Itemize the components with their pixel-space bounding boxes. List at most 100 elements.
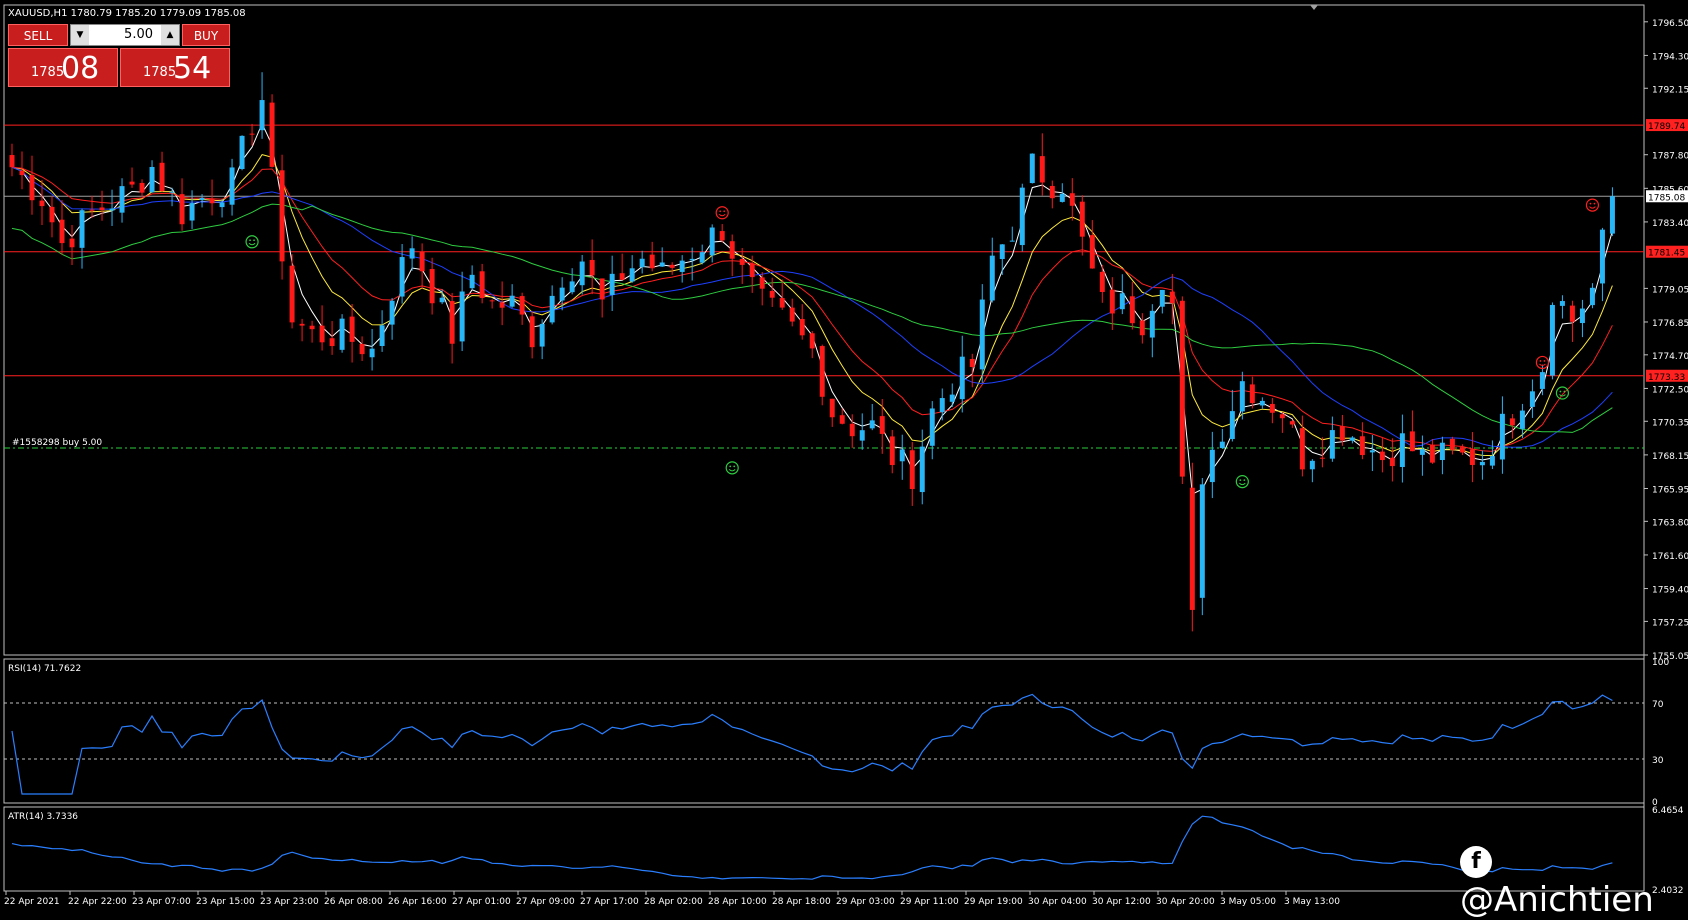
candle-bull <box>1029 153 1035 184</box>
buy-button[interactable]: BUY <box>182 24 230 46</box>
x-tick-label: 27 Apr 17:00 <box>580 897 639 907</box>
candle-bull <box>919 446 925 493</box>
buy-price-button[interactable]: 1785 54 <box>120 48 230 87</box>
smiley-eye <box>733 465 736 468</box>
candle-bull <box>639 258 645 268</box>
level-price-tag: 1789.74 <box>1648 122 1685 132</box>
candle-bear <box>129 181 135 185</box>
candle-bull <box>1419 449 1425 455</box>
x-tick-label: 30 Apr 04:00 <box>1028 897 1087 907</box>
rsi-tick-label: 0 <box>1652 798 1658 808</box>
candle-bull <box>219 202 225 208</box>
atr-tick-label: 6.4654 <box>1652 806 1684 816</box>
candle-bear <box>729 241 735 259</box>
candle-bear <box>849 423 855 437</box>
x-tick-label: 27 Apr 01:00 <box>452 897 511 907</box>
y-tick-label: 1792.15 <box>1652 85 1688 95</box>
lot-value[interactable]: 5.00 <box>124 27 153 42</box>
candle-bull <box>409 248 415 259</box>
candle-bull <box>1159 289 1165 307</box>
candle-bear <box>99 207 105 211</box>
candle-bear <box>879 416 885 434</box>
candle-bear <box>289 265 295 323</box>
sell-price-big: 08 <box>61 51 100 86</box>
smiley-mouth <box>718 213 726 217</box>
smiley-eye <box>253 239 255 242</box>
candle-bear <box>1359 436 1365 456</box>
candle-bear <box>1129 296 1135 324</box>
x-tick-label: 23 Apr 15:00 <box>196 897 255 907</box>
watermark-text: @Anichtien <box>1460 880 1654 920</box>
smiley-eye <box>249 239 251 242</box>
candle-bull <box>109 208 115 211</box>
lot-decrease-icon[interactable]: ▼ <box>71 25 89 45</box>
x-tick-label: 28 Apr 02:00 <box>644 897 703 907</box>
candle-bear <box>1039 156 1045 183</box>
candle-bull <box>379 325 385 346</box>
x-tick-label: 28 Apr 18:00 <box>772 897 831 907</box>
price-tag-bg <box>1646 119 1688 132</box>
candle-bull <box>659 262 665 267</box>
atr-title: ATR(14) 3.7336 <box>8 812 78 822</box>
candle-bull <box>1559 301 1565 306</box>
smiley-signal-icon <box>1235 475 1249 489</box>
candle-bull <box>539 323 545 347</box>
smiley-mouth <box>1238 482 1246 486</box>
candle-bear <box>69 238 75 248</box>
candle-bear <box>29 175 35 201</box>
main-pane <box>3 4 1645 656</box>
candle-bull <box>859 430 865 441</box>
scroll-marker-icon[interactable] <box>1310 5 1318 10</box>
chart-symbol-title: XAUUSD,H1 1780.79 1785.20 1779.09 1785.0… <box>8 8 246 19</box>
candle-bear <box>329 338 335 347</box>
smiley-eye <box>1589 202 1592 205</box>
candle-bear <box>209 198 215 204</box>
candle-bear <box>599 278 605 300</box>
candle-bull <box>629 268 635 282</box>
level-price-tag: 1781.45 <box>1648 249 1685 259</box>
candle-bear <box>419 251 425 272</box>
y-tick-label: 1772.50 <box>1652 385 1688 395</box>
candle-bull <box>1349 437 1355 441</box>
candle-bull <box>1399 433 1405 468</box>
candle-bull <box>1009 240 1015 242</box>
ema-medium-line <box>11 154 1613 457</box>
candle-bull <box>949 394 955 402</box>
candle-bear <box>829 398 835 418</box>
smiley-mouth <box>248 242 256 246</box>
candle-bull <box>1499 413 1505 460</box>
atr-tick-label: 2.4032 <box>1652 886 1684 896</box>
candle-bull <box>1489 456 1495 466</box>
candle-bull <box>1199 484 1205 598</box>
candle-bull <box>509 295 515 307</box>
candle-bear <box>969 358 975 367</box>
smiley-eye <box>1563 390 1566 393</box>
sell-button[interactable]: SELL <box>8 24 68 46</box>
buy-price-big: 54 <box>173 51 212 86</box>
lot-size-input[interactable]: ▼ 5.00 ▲ <box>70 24 180 46</box>
candle-bull <box>989 255 995 301</box>
candle-bull <box>1529 391 1535 407</box>
sell-price-button[interactable]: 1785 08 <box>8 48 118 87</box>
watermark: f@Anichtien <box>1460 840 1688 920</box>
candle-bear <box>669 264 675 268</box>
price-tag-bg <box>1646 245 1688 258</box>
candle-bull <box>679 260 685 272</box>
candle-bear <box>1569 305 1575 322</box>
candle-bear <box>1279 414 1285 419</box>
candle-bear <box>519 296 525 315</box>
smiley-face <box>1535 355 1550 370</box>
candle-bull <box>999 244 1005 260</box>
candle-bear <box>319 325 325 343</box>
candle-bear <box>1269 403 1275 413</box>
candle-bull <box>199 197 205 201</box>
candle-bull <box>1519 410 1525 429</box>
x-tick-label: 26 Apr 08:00 <box>324 897 383 907</box>
y-tick-label: 1796.50 <box>1652 19 1688 29</box>
candle-bull <box>1439 442 1445 461</box>
candle-bear <box>479 271 485 299</box>
lot-increase-icon[interactable]: ▲ <box>161 25 179 45</box>
candle-bear <box>749 263 755 278</box>
smiley-mouth <box>1589 206 1596 209</box>
